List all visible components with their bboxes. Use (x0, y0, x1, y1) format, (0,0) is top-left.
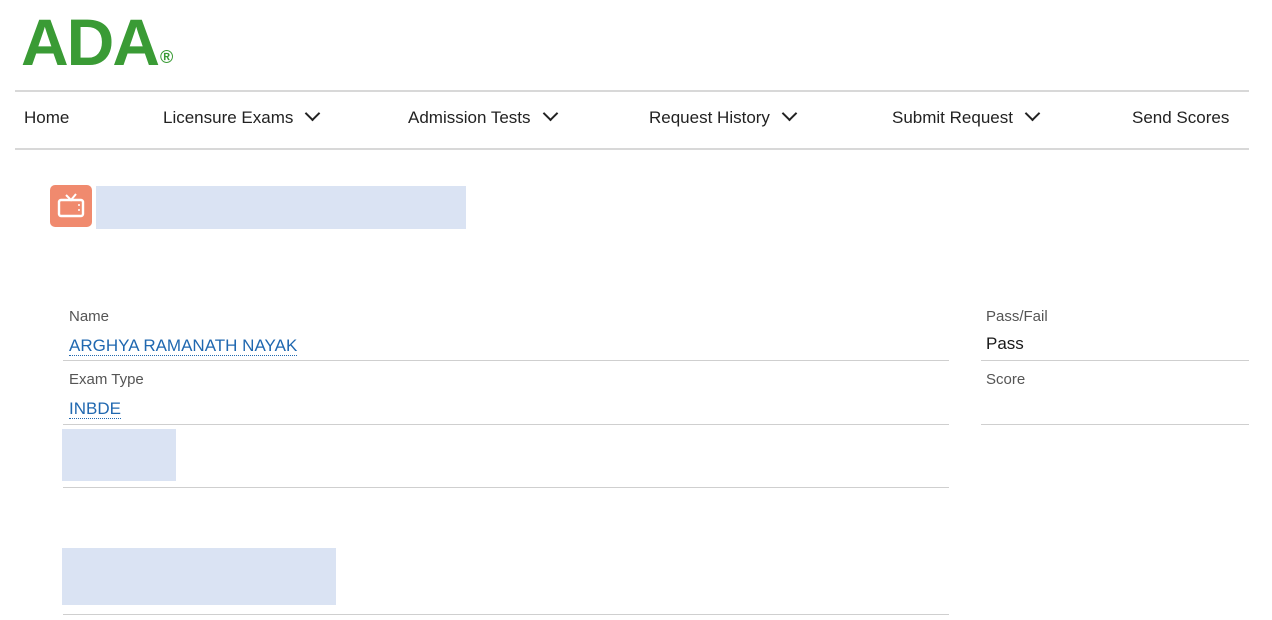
divider (63, 424, 949, 425)
nav-send-scores[interactable]: Send Scores (1132, 108, 1230, 127)
score-label: Score (986, 371, 1026, 388)
name-label: Name (69, 308, 110, 325)
name-value-link[interactable]: ARGHYA RAMANATH NAYAK (69, 336, 298, 356)
chevron-down-icon (305, 105, 321, 122)
chevron-down-icon (781, 105, 798, 122)
divider (63, 360, 949, 361)
exam-type-value-link[interactable]: INBDE (69, 399, 121, 419)
chevron-down-icon (542, 105, 558, 122)
redacted-title (96, 186, 466, 229)
chevron-down-icon (1024, 105, 1041, 122)
nav-licensure-exams[interactable]: Licensure Exams (163, 105, 321, 128)
nav-request-history[interactable]: Request History (649, 105, 798, 128)
divider (981, 360, 1249, 361)
divider (63, 487, 949, 488)
nav-admission-tests[interactable]: Admission Tests (408, 105, 558, 128)
pass-fail-value: Pass (986, 334, 1024, 353)
ada-logo[interactable]: ADA ® (21, 5, 174, 79)
divider (63, 614, 949, 615)
divider (981, 424, 1249, 425)
redacted-field (62, 429, 176, 481)
nav-home[interactable]: Home (24, 108, 70, 127)
pass-fail-label: Pass/Fail (986, 308, 1048, 325)
exam-type-label: Exam Type (69, 371, 144, 388)
main-nav: Home Licensure Exams Admission Tests Req… (15, 90, 1249, 150)
redacted-field (62, 548, 336, 605)
tv-icon (50, 185, 92, 227)
nav-submit-request[interactable]: Submit Request (892, 105, 1041, 128)
